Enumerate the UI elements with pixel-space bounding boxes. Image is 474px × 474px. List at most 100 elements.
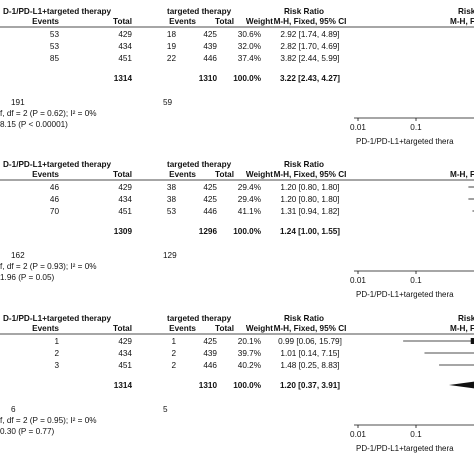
- overall-effect-text: 0.30 (P = 0.77): [0, 427, 55, 436]
- total-weight: 100.0%: [233, 74, 261, 83]
- total-events-1: 6: [11, 405, 16, 414]
- total-header-2: Total: [215, 17, 234, 26]
- study-events-2: 2: [171, 349, 176, 358]
- forest-panel-1: D-1/PD-L1+targeted therapy targeted thera…: [0, 7, 474, 146]
- study-events-1: 46: [50, 183, 60, 192]
- study-ci: 1.20 [0.80, 1.80]: [280, 183, 339, 192]
- study-total-1: 451: [118, 54, 132, 63]
- study-events-2: 1: [171, 337, 176, 346]
- study-weight: 39.7%: [238, 349, 261, 358]
- study-total-2: 425: [203, 195, 217, 204]
- group1-header: D-1/PD-L1+targeted therapy: [3, 7, 112, 16]
- study-events-1: 53: [50, 30, 60, 39]
- total-patients-1: 1314: [114, 74, 133, 83]
- total-weight: 100.0%: [233, 227, 261, 236]
- forest-panel-3: D-1/PD-L1+targeted therapy targeted thera…: [0, 314, 474, 453]
- study-weight: 29.4%: [238, 183, 261, 192]
- total-ci: 3.22 [2.43, 4.27]: [280, 74, 340, 83]
- risk-ratio-header-right: Risk: [458, 314, 474, 323]
- forest-panel-2: D-1/PD-L1+targeted therapy targeted thera…: [0, 160, 474, 299]
- study-weight: 29.4%: [238, 195, 261, 204]
- axis-tick-label: 0.01: [350, 276, 366, 285]
- group1-header: D-1/PD-L1+targeted therapy: [3, 160, 112, 169]
- overall-effect-text: 1.96 (P = 0.05): [0, 273, 55, 282]
- study-ci: 1.48 [0.25, 8.83]: [280, 361, 339, 370]
- heterogeneity-text: f, df = 2 (P = 0.62); I² = 0%: [0, 109, 97, 118]
- study-weight: 32.0%: [238, 42, 261, 51]
- study-weight: 41.1%: [238, 207, 261, 216]
- study-events-2: 38: [167, 195, 177, 204]
- study-ci: 1.20 [0.80, 1.80]: [280, 195, 339, 204]
- study-ci: 1.01 [0.14, 7.15]: [280, 349, 339, 358]
- study-events-1: 46: [50, 195, 60, 204]
- study-total-1: 429: [118, 30, 132, 39]
- total-header-1: Total: [113, 170, 132, 179]
- total-ci: 1.20 [0.37, 3.91]: [280, 381, 340, 390]
- study-weight: 37.4%: [238, 54, 261, 63]
- total-events-2: 5: [163, 405, 168, 414]
- study-weight: 30.6%: [238, 30, 261, 39]
- method-header: M-H, Fixed, 95% CI: [274, 17, 347, 26]
- study-events-2: 22: [167, 54, 177, 63]
- study-total-1: 451: [118, 207, 132, 216]
- method-header: M-H, Fixed, 95% CI: [274, 170, 347, 179]
- total-patients-1: 1309: [114, 227, 133, 236]
- total-header-2: Total: [215, 324, 234, 333]
- events-header-2: Events: [169, 170, 196, 179]
- overall-effect-text: 8.15 (P < 0.00001): [0, 120, 68, 129]
- events-header-2: Events: [169, 324, 196, 333]
- study-events-2: 2: [171, 361, 176, 370]
- study-events-1: 70: [50, 207, 60, 216]
- study-total-2: 439: [203, 349, 217, 358]
- study-total-2: 446: [203, 207, 217, 216]
- risk-ratio-header: Risk Ratio: [284, 160, 324, 169]
- study-weight: 20.1%: [238, 337, 261, 346]
- study-ci: 2.82 [1.70, 4.69]: [280, 42, 339, 51]
- total-header-1: Total: [113, 17, 132, 26]
- study-total-2: 439: [203, 42, 217, 51]
- method-header-right: M-H, Fi: [450, 17, 474, 26]
- group2-header: targeted therapy: [167, 7, 232, 16]
- weight-header: Weight: [246, 324, 273, 333]
- total-header-1: Total: [113, 324, 132, 333]
- axis-tick-label: 0.1: [410, 123, 422, 132]
- total-events-1: 162: [11, 251, 25, 260]
- total-ci: 1.24 [1.00, 1.55]: [280, 227, 340, 236]
- study-ci: 2.92 [1.74, 4.89]: [280, 30, 339, 39]
- risk-ratio-header: Risk Ratio: [284, 314, 324, 323]
- study-total-1: 429: [118, 183, 132, 192]
- events-header-1: Events: [32, 17, 59, 26]
- study-events-2: 19: [167, 42, 177, 51]
- weight-header: Weight: [246, 17, 273, 26]
- study-point: [470, 338, 474, 344]
- method-header-right: M-H, Fix: [450, 170, 474, 179]
- study-events-2: 53: [167, 207, 177, 216]
- group2-header: targeted therapy: [167, 160, 232, 169]
- study-total-2: 446: [203, 54, 217, 63]
- method-header-right: M-H, Fix: [450, 324, 474, 333]
- study-total-1: 434: [118, 349, 132, 358]
- study-events-2: 38: [167, 183, 177, 192]
- study-events-1: 1: [54, 337, 59, 346]
- events-header-1: Events: [32, 324, 59, 333]
- axis-caption: PD-1/PD-L1+targeted thera: [356, 290, 454, 299]
- pooled-diamond: [448, 381, 474, 389]
- heterogeneity-text: f, df = 2 (P = 0.93); I² = 0%: [0, 262, 97, 271]
- study-events-1: 2: [54, 349, 59, 358]
- study-total-1: 434: [118, 42, 132, 51]
- risk-ratio-header-right: Risk Ratio: [458, 7, 474, 16]
- total-patients-1: 1314: [114, 381, 133, 390]
- study-ci: 1.31 [0.94, 1.82]: [280, 207, 339, 216]
- study-ci: 3.82 [2.44, 5.99]: [280, 54, 339, 63]
- events-header-1: Events: [32, 170, 59, 179]
- total-header-2: Total: [215, 170, 234, 179]
- study-total-1: 434: [118, 195, 132, 204]
- study-total-2: 425: [203, 337, 217, 346]
- group2-header: targeted therapy: [167, 314, 232, 323]
- group1-header: D-1/PD-L1+targeted therapy: [3, 314, 112, 323]
- weight-header: Weight: [246, 170, 273, 179]
- study-events-1: 53: [50, 42, 60, 51]
- axis-tick-label: 0.1: [410, 430, 422, 439]
- axis-caption: PD-1/PD-L1+targeted thera: [356, 444, 454, 453]
